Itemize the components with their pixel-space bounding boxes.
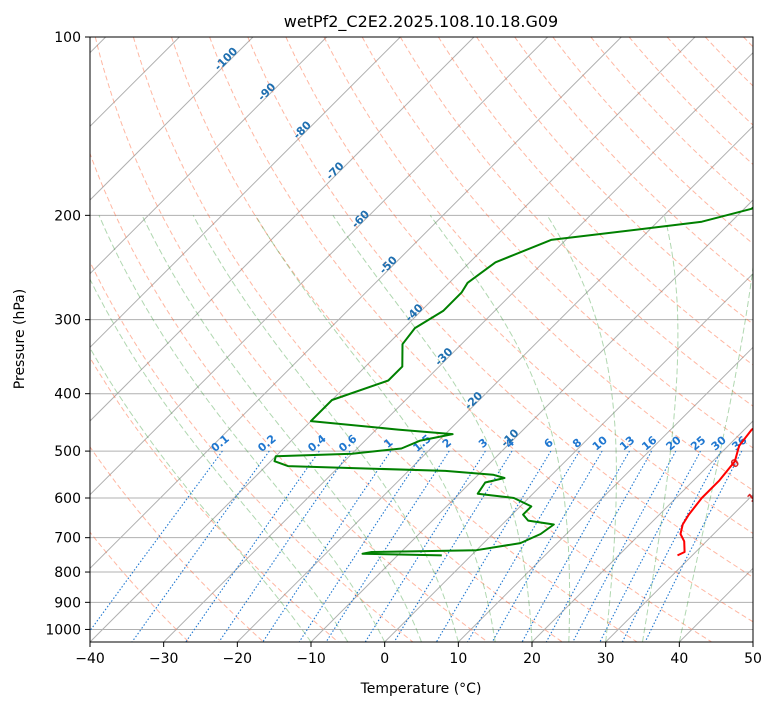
mixing-ratio-line bbox=[393, 450, 513, 642]
dry-adiabat-line bbox=[247, 37, 753, 578]
y-tick-label: 800 bbox=[54, 565, 81, 581]
axes: −40 −30 −20 −10 0 10 20 30 40 50 100 200 300 400 500 60… bbox=[45, 30, 762, 667]
isotherm-line bbox=[236, 125, 753, 642]
moist-adiabat-line bbox=[546, 215, 617, 642]
isotherm-line bbox=[531, 420, 753, 642]
mixing-ratio-line bbox=[572, 450, 677, 642]
moist-adiabats bbox=[90, 215, 753, 642]
x-tick-label: 30 bbox=[597, 651, 615, 667]
dry-adiabat-line bbox=[399, 37, 753, 407]
profile-series bbox=[273, 206, 753, 557]
isotherm-line bbox=[90, 37, 328, 275]
theta-label: 10 bbox=[745, 485, 765, 505]
mixing-ratio-line bbox=[364, 450, 486, 642]
dry-adiabat-line bbox=[323, 37, 753, 491]
dry-adiabat-line bbox=[285, 37, 753, 535]
mixing-ratio-line bbox=[521, 450, 630, 642]
x-tick-label: −10 bbox=[296, 651, 326, 667]
mixing-ratio-line bbox=[435, 450, 552, 642]
mixing-ratio-line bbox=[218, 450, 351, 642]
x-tick-label: −20 bbox=[223, 651, 253, 667]
moist-adiabat-line bbox=[429, 215, 571, 642]
mixing-ratio-line bbox=[131, 450, 270, 642]
moist-adiabat-line bbox=[90, 347, 312, 642]
y-tick-label: 200 bbox=[54, 208, 81, 224]
y-tick-label: 600 bbox=[54, 491, 81, 507]
mixing-ratio-line bbox=[325, 450, 450, 642]
dry-adiabat-line bbox=[361, 37, 753, 449]
dry-adiabats bbox=[90, 37, 753, 642]
dry-adiabat-line bbox=[132, 37, 638, 642]
moist-adiabat-line bbox=[141, 215, 422, 642]
isotherm-line bbox=[90, 37, 622, 570]
dry-adiabat-line bbox=[552, 37, 753, 245]
x-tick-label: −30 bbox=[149, 651, 179, 667]
dry-adiabat-line bbox=[171, 37, 712, 642]
mixing-ratio-line bbox=[599, 450, 701, 642]
y-tick-label: 400 bbox=[54, 387, 81, 403]
mixing-ratio-lines bbox=[90, 450, 743, 642]
plot-area bbox=[90, 37, 753, 642]
isotherm-line bbox=[163, 51, 753, 642]
isotherm-line bbox=[90, 37, 254, 201]
x-tick-label: 10 bbox=[449, 651, 467, 667]
isotherm-line bbox=[457, 346, 753, 642]
isotherm-line bbox=[90, 37, 475, 422]
dry-adiabat-line bbox=[90, 260, 414, 642]
moist-adiabat-line bbox=[642, 215, 679, 642]
x-tick-label: 50 bbox=[744, 651, 762, 667]
moist-adiabat-line bbox=[192, 215, 459, 642]
dry-adiabat-line bbox=[437, 37, 753, 366]
mixing-ratio-line bbox=[298, 450, 425, 642]
mixing-ratio-line bbox=[185, 450, 320, 642]
plot-frame bbox=[89, 36, 754, 643]
mixing-ratio-line bbox=[545, 450, 653, 642]
dry-adiabat-line bbox=[90, 446, 264, 642]
isotherm-line bbox=[310, 199, 753, 642]
y-tick-label: 300 bbox=[54, 313, 81, 329]
x-axis-label: Temperature (°C) bbox=[360, 681, 482, 697]
moist-adiabat-line bbox=[332, 215, 533, 642]
mixing-ratio-line bbox=[644, 450, 743, 642]
isotherm-line bbox=[605, 493, 753, 642]
isotherm-line bbox=[90, 37, 401, 349]
dry-adiabat-line bbox=[628, 37, 753, 166]
moist-adiabat-line bbox=[678, 263, 753, 642]
grid-layer bbox=[90, 37, 753, 642]
dry-adiabat-line bbox=[90, 152, 488, 642]
mixing-ratio-line bbox=[621, 450, 722, 642]
y-tick-label: 900 bbox=[54, 595, 81, 611]
x-tick-label: 40 bbox=[670, 651, 688, 667]
dewpoint-profile-line bbox=[273, 206, 753, 557]
y-axis-label: Pressure (hPa) bbox=[12, 289, 28, 389]
moist-adiabat-line bbox=[90, 278, 349, 642]
isotherm-line bbox=[90, 37, 696, 642]
isotherm-line bbox=[90, 37, 549, 496]
mixing-ratio-line bbox=[90, 450, 223, 632]
temperature-profile-line bbox=[677, 427, 753, 557]
y-tick-label: 1000 bbox=[45, 622, 81, 638]
chart-title: wetPf2_C2E2.2025.108.10.18.G09 bbox=[284, 12, 558, 32]
dry-adiabat-line bbox=[514, 37, 753, 285]
x-tick-label: 0 bbox=[380, 651, 389, 667]
dry-adiabat-line bbox=[209, 37, 753, 623]
dry-adiabat-line bbox=[94, 37, 563, 642]
y-tick-label: 500 bbox=[54, 444, 81, 460]
isotherm-line bbox=[384, 272, 753, 642]
y-tick-label: 700 bbox=[54, 531, 81, 547]
x-tick-label: 20 bbox=[523, 651, 541, 667]
y-tick-label: 100 bbox=[54, 30, 81, 46]
x-tick-label: −40 bbox=[75, 651, 105, 667]
